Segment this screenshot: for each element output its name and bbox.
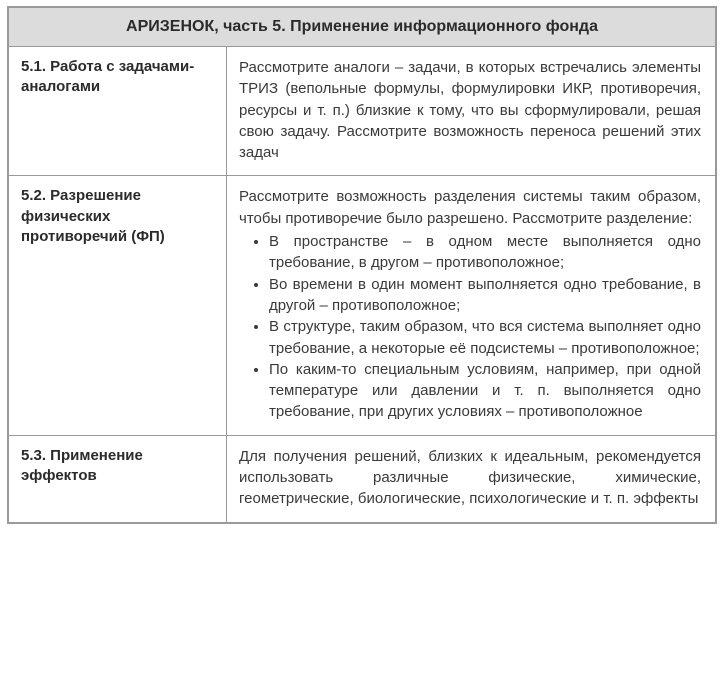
row-content: Для получения решений, близких к идеальн… [227, 435, 716, 522]
row-intro: Для получения решений, близких к идеальн… [239, 446, 701, 510]
table-row: 5.3. Применение эффектовДля получения ре… [9, 435, 716, 522]
table-row: 5.2. Разрешение физических противоречий … [9, 176, 716, 435]
row-bullets: В пространстве – в одном месте выполняет… [239, 231, 701, 423]
ariz-table: АРИЗЕНОК, часть 5. Применение информацио… [7, 6, 717, 524]
bullet-item: Во времени в один момент выполняется одн… [269, 274, 701, 317]
bullet-item: По каким-то специальным условиям, наприм… [269, 359, 701, 423]
row-intro: Рассмотрите возможность разделения систе… [239, 186, 701, 229]
row-content: Рассмотрите возможность разделения систе… [227, 176, 716, 435]
row-title: 5.1. Работа с задачами-аналогами [9, 47, 227, 176]
row-intro: Рассмотрите аналоги – задачи, в которых … [239, 57, 701, 163]
row-content: Рассмотрите аналоги – задачи, в которых … [227, 47, 716, 176]
bullet-item: В структуре, таким образом, что вся сист… [269, 316, 701, 359]
row-title: 5.2. Разрешение физических противоречий … [9, 176, 227, 435]
bullet-item: В пространстве – в одном месте выполняет… [269, 231, 701, 274]
table-row: 5.1. Работа с задачами-аналогамиРассмотр… [9, 47, 716, 176]
table-header: АРИЗЕНОК, часть 5. Применение информацио… [9, 8, 716, 47]
row-title: 5.3. Применение эффектов [9, 435, 227, 522]
